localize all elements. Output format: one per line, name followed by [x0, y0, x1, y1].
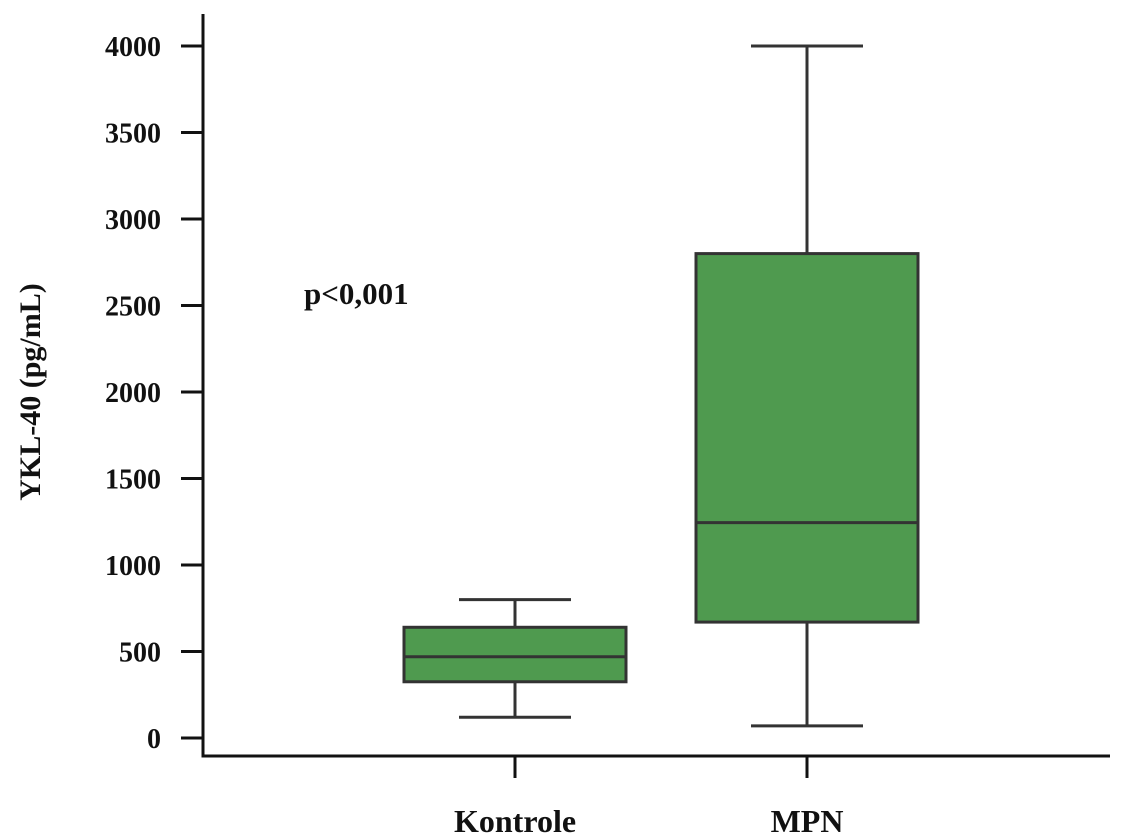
p-value-annotation: p<0,001	[304, 276, 409, 311]
iqr-box	[402, 625, 628, 684]
box-kontrole	[402, 598, 628, 719]
y-ticks: 0 500 1000 1500 2000 2500 3000 3500 4000	[105, 32, 203, 755]
x-category-label: MPN	[771, 803, 844, 836]
iqr-box	[694, 252, 920, 624]
y-tick-label: 3000	[105, 205, 161, 236]
y-tick-label: 2500	[105, 292, 161, 323]
boxes	[402, 44, 920, 728]
y-tick-label: 3500	[105, 119, 161, 150]
x-ticks: Kontrole MPN	[454, 756, 843, 836]
x-category-label: Kontrole	[454, 803, 576, 836]
y-tick-label: 4000	[105, 32, 161, 63]
y-tick-label: 500	[119, 638, 161, 669]
axes-layer	[201, 14, 1110, 758]
y-tick-label: 1000	[105, 551, 161, 582]
y-axis-label: YKL-40 (pg/mL)	[14, 283, 47, 501]
y-tick-label: 0	[147, 724, 161, 755]
y-tick-label: 1500	[105, 465, 161, 496]
y-tick-label: 2000	[105, 378, 161, 409]
box-mpn	[694, 44, 920, 728]
